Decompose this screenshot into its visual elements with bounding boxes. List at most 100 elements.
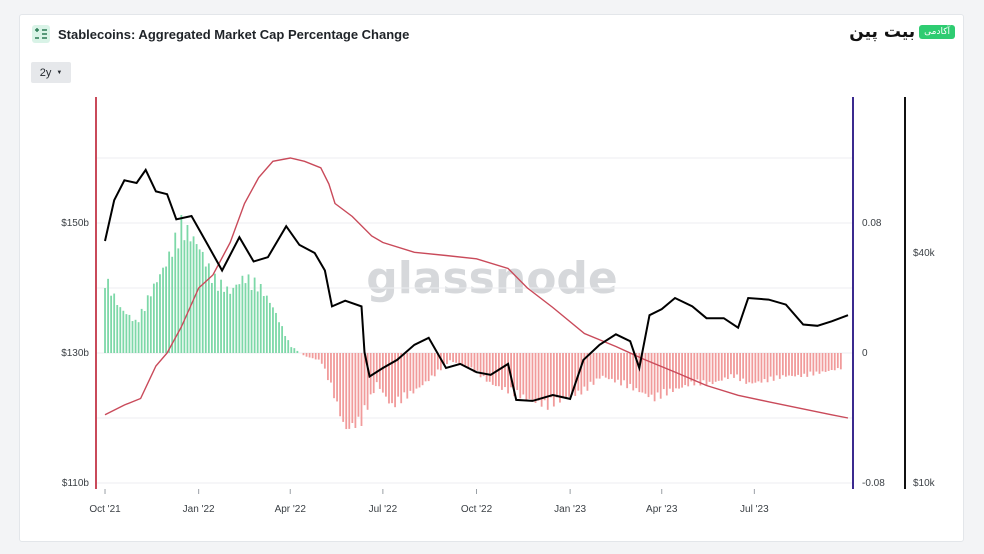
pct-change-bar <box>134 319 137 353</box>
pct-change-bar <box>830 353 833 371</box>
pct-change-bar <box>210 282 213 353</box>
pct-change-bar <box>162 267 164 353</box>
pct-change-bar <box>751 353 754 384</box>
pct-change-bar <box>174 232 177 353</box>
brand-text: بیت پین <box>849 22 916 42</box>
pct-change-bar <box>629 353 632 384</box>
pct-change-bar <box>156 282 158 353</box>
pct-change-bar <box>366 353 369 410</box>
pct-change-bar <box>171 256 174 353</box>
pct-change-bar <box>644 353 647 394</box>
pct-change-bar <box>146 295 149 353</box>
right-tick-label: $40k <box>913 248 936 259</box>
pct-change-bar <box>140 308 143 353</box>
pct-change-bar <box>662 353 665 390</box>
x-tick-label: Jul '22 <box>369 504 398 515</box>
pct-change-bar <box>327 353 329 381</box>
pct-change-bar <box>268 302 271 353</box>
pct-change-bar <box>797 353 800 375</box>
pct-change-bar <box>339 353 342 417</box>
pct-change-bar <box>803 353 806 374</box>
pct-change-bar <box>220 279 222 353</box>
pct-change-bar <box>650 353 653 395</box>
pct-change-bar <box>769 353 772 377</box>
pct-change-bar <box>159 274 161 353</box>
pct-change-bar <box>565 353 567 399</box>
pct-change-bar <box>342 353 345 422</box>
pct-change-bar <box>253 277 256 353</box>
pct-change-bar <box>647 353 650 398</box>
pct-change-bar <box>772 353 775 381</box>
pct-change-bar <box>449 353 451 361</box>
pct-change-bar <box>726 353 729 379</box>
pct-change-bar <box>476 353 479 371</box>
pct-change-bar <box>430 353 433 376</box>
pct-change-bar <box>717 353 720 381</box>
pct-change-bar <box>781 353 784 376</box>
pct-change-bar <box>485 353 488 382</box>
pct-change-bar <box>336 353 338 402</box>
pct-change-bar <box>204 266 207 353</box>
pct-change-bar <box>473 353 476 373</box>
pct-change-bar <box>452 353 454 363</box>
pct-change-bar <box>421 353 424 386</box>
pct-change-bar <box>583 353 586 387</box>
pct-change-bar <box>189 241 192 353</box>
pct-change-bar <box>620 353 622 386</box>
pct-change-bar <box>632 353 635 391</box>
pct-change-bar <box>513 353 516 397</box>
pct-change-bar <box>531 353 534 401</box>
pct-change-bar <box>320 353 323 364</box>
range-selector-button[interactable]: 2y ▼ <box>31 62 71 83</box>
pct-change-bar <box>116 305 119 353</box>
pct-change-bar <box>812 353 815 376</box>
pct-change-bar <box>351 353 354 424</box>
pct-change-bar <box>406 353 409 399</box>
pct-change-bar <box>244 283 247 353</box>
pct-change-bar <box>784 353 787 377</box>
left-tick-label: $150b <box>61 218 89 229</box>
pct-change-bar <box>357 353 360 417</box>
pct-change-bar <box>290 347 293 353</box>
x-tick-label: Jan '22 <box>183 504 215 515</box>
pct-change-bar <box>186 225 189 353</box>
pct-change-bar <box>690 353 693 382</box>
pct-change-bar <box>800 353 803 378</box>
pct-change-bar <box>672 353 674 392</box>
pct-change-bar <box>122 310 125 353</box>
pct-change-bar <box>198 249 201 353</box>
pct-change-bar <box>439 353 442 371</box>
pct-change-bar <box>681 353 683 388</box>
pct-change-bar <box>617 353 619 380</box>
pct-change-bar <box>559 353 561 403</box>
pct-change-bar <box>614 353 616 383</box>
pct-change-bar <box>528 353 531 399</box>
pct-change-bar <box>519 353 522 399</box>
pct-change-bar <box>458 353 461 364</box>
pct-change-bar <box>113 293 116 353</box>
pct-change-bar <box>818 353 821 374</box>
pct-change-bar <box>226 286 229 353</box>
pct-change-bar <box>638 353 641 393</box>
left-tick-label: $130b <box>61 348 89 359</box>
pct-change-bar <box>397 353 400 397</box>
pct-change-bar <box>546 353 549 410</box>
pct-change-bar <box>699 353 702 386</box>
pct-change-bar <box>696 353 699 380</box>
pct-change-bar <box>381 353 384 393</box>
chart-list-icon <box>32 25 50 43</box>
pct-change-bar <box>504 353 506 388</box>
pct-change-bar <box>827 353 830 371</box>
pct-change-bar <box>479 353 482 378</box>
pct-change-bar <box>839 353 842 370</box>
pct-change-bar <box>375 353 378 383</box>
pct-change-bar <box>207 263 210 353</box>
pct-change-bar <box>540 353 543 407</box>
pct-change-bar <box>733 353 735 378</box>
x-tick-label: Oct '22 <box>461 504 493 515</box>
right-tick-label: $10k <box>913 478 936 489</box>
pct-change-bar <box>201 251 204 353</box>
pct-change-bar <box>549 353 552 398</box>
pct-change-bar <box>708 353 711 382</box>
pct-change-bar <box>522 353 525 395</box>
